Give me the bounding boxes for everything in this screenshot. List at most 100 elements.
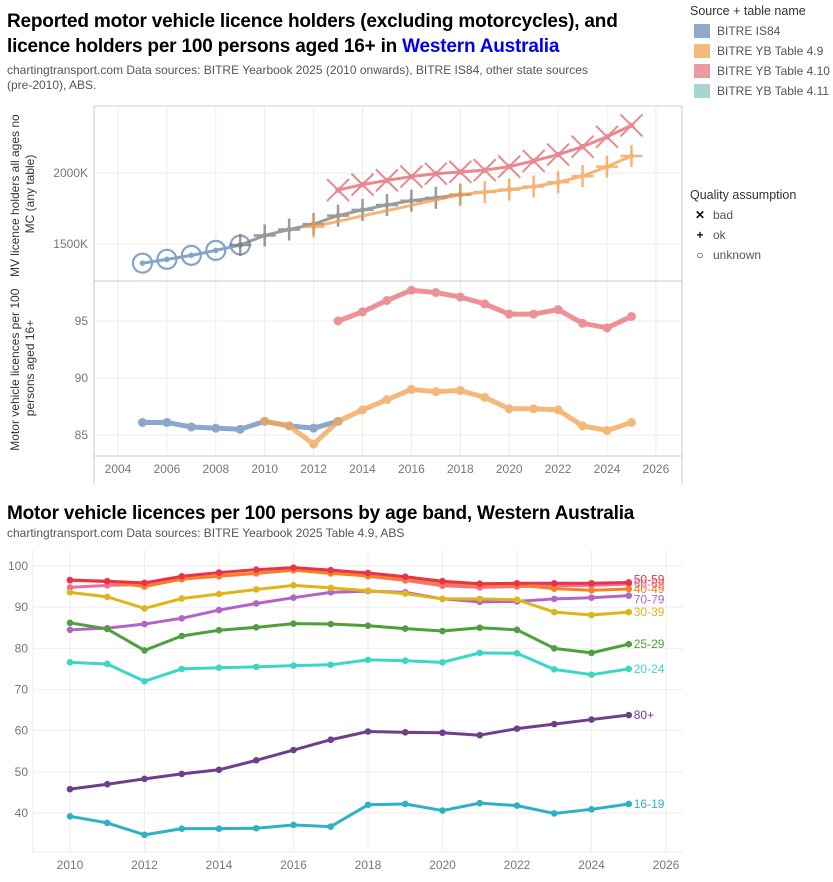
- series-per100-bitre-yb-table-4-9: [260, 384, 636, 449]
- data-point: [588, 671, 595, 678]
- data-point: [215, 569, 223, 576]
- data-point: [359, 207, 366, 213]
- panel1-y-axis-label-line2: MC (any table): [23, 155, 37, 234]
- data-point: [439, 807, 446, 814]
- x-tick-label: 2020: [496, 462, 523, 476]
- data-point: [66, 589, 74, 596]
- legend-item-unknown[interactable]: ○ unknown: [690, 245, 796, 265]
- data-point: [476, 595, 484, 603]
- x-tick-label: 2026: [653, 858, 680, 872]
- data-point: [550, 595, 558, 603]
- data-point: [211, 423, 221, 433]
- y-tick-label: 50: [15, 765, 29, 779]
- data-point: [401, 573, 409, 581]
- data-point: [476, 580, 484, 588]
- data-point: [578, 421, 588, 431]
- data-point: [290, 582, 297, 589]
- data-point: [309, 423, 319, 433]
- series-line: [239, 193, 461, 247]
- legend-item-ok[interactable]: + ok: [690, 225, 796, 245]
- data-point: [550, 645, 558, 652]
- series-line: [69, 621, 630, 655]
- data-point: [625, 585, 633, 593]
- data-point: [513, 626, 521, 634]
- data-point: [439, 659, 446, 666]
- data-point: [178, 665, 186, 673]
- unknown-circle-marker: [131, 252, 154, 274]
- x-tick-label: 2010: [57, 858, 84, 872]
- data-point: [401, 729, 409, 736]
- data-point: [406, 384, 416, 394]
- x-tick-label: 2022: [504, 858, 531, 872]
- x-tick-label: 2014: [206, 858, 233, 872]
- data-point: [588, 611, 595, 619]
- data-point: [513, 649, 521, 657]
- legend-swatch: [694, 64, 710, 78]
- chart2-subtitle: chartingtransport.com Data sources: BITR…: [7, 526, 405, 540]
- x-tick-label: 2026: [643, 462, 670, 476]
- legend-item-table-4-11[interactable]: BITRE YB Table 4.11: [690, 81, 830, 101]
- data-point: [625, 592, 633, 599]
- unknown-circle-marker: [156, 248, 178, 270]
- data-point: [103, 593, 111, 601]
- data-point: [529, 404, 539, 414]
- series-16-19: [66, 799, 633, 839]
- legend-item-bad[interactable]: ✕ bad: [690, 205, 796, 225]
- series-end-label: 50-59: [634, 572, 665, 586]
- y-tick-label: 40: [15, 806, 29, 820]
- legend-item-table-4-9[interactable]: BITRE YB Table 4.9: [690, 41, 830, 61]
- series-line: [69, 583, 629, 617]
- unknown-circle-marker: [205, 239, 227, 261]
- data-point: [481, 167, 488, 173]
- data-point: [260, 416, 270, 426]
- data-point: [364, 656, 372, 664]
- chart1-title-line2: licence holders per 100 persons aged 16+…: [7, 34, 618, 59]
- data-point: [476, 799, 484, 807]
- data-point: [309, 439, 319, 449]
- data-point: [480, 299, 490, 309]
- data-point: [513, 579, 521, 587]
- data-point: [290, 662, 297, 669]
- series-line: [69, 651, 629, 683]
- panel1-y-tick-label: 2000K: [53, 166, 88, 180]
- series-25-29: [66, 619, 633, 657]
- data-point: [213, 247, 219, 254]
- data-point: [588, 594, 595, 602]
- panel1-y-axis-label: MV licence holders all ages no MC (any t…: [8, 111, 37, 277]
- data-point: [408, 173, 415, 180]
- y-tick-label: 90: [15, 600, 29, 614]
- data-point: [178, 572, 186, 580]
- chart2-title: Motor vehicle licences per 100 persons b…: [7, 503, 635, 524]
- series-per100-bitre-yb-table-4-10: [333, 285, 636, 333]
- data-point: [141, 579, 148, 587]
- legend-item-table-4-10[interactable]: BITRE YB Table 4.10: [690, 61, 830, 81]
- legend-label: BITRE YB Table 4.11: [717, 84, 830, 98]
- data-point: [529, 309, 539, 319]
- data-point: [178, 632, 186, 640]
- chart1-title-line2-text: licence holders per 100 persons aged 16+…: [7, 36, 403, 57]
- data-point: [588, 586, 595, 594]
- legend-item-is84[interactable]: BITRE IS84: [690, 21, 830, 41]
- plus-icon: +: [696, 228, 704, 242]
- x-tick-label: 2022: [545, 462, 572, 476]
- data-point: [327, 620, 335, 628]
- data-point: [178, 825, 186, 832]
- data-point: [141, 620, 148, 628]
- data-point: [626, 311, 636, 321]
- data-point: [433, 170, 439, 177]
- data-point: [602, 425, 612, 435]
- data-point: [506, 186, 512, 193]
- data-point: [290, 564, 297, 571]
- data-point: [327, 823, 335, 830]
- data-point: [513, 802, 521, 809]
- data-point: [384, 202, 390, 208]
- data-point: [178, 595, 186, 602]
- data-point: [333, 316, 343, 326]
- data-point: [66, 813, 74, 820]
- data-point: [550, 666, 558, 673]
- data-point: [141, 605, 148, 612]
- data-point: [290, 594, 297, 602]
- data-point: [66, 619, 74, 627]
- data-point: [506, 163, 512, 170]
- data-point: [628, 122, 635, 129]
